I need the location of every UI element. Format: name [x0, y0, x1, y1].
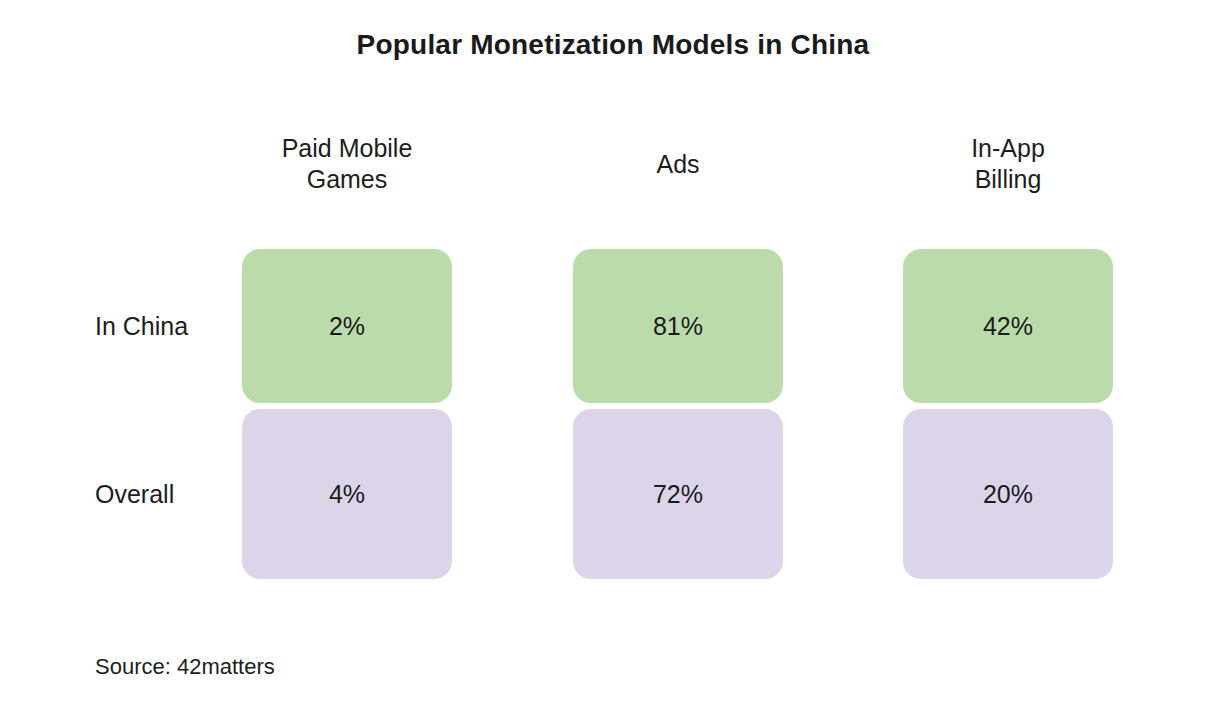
- column-header-ads: Ads: [573, 128, 783, 200]
- row-label-overall: Overall: [95, 409, 245, 579]
- source-caption: Source: 42matters: [95, 654, 275, 680]
- row-label-in-china: In China: [95, 249, 245, 403]
- column-header-in-app-billing: In-App Billing: [903, 128, 1113, 200]
- column-header-paid-mobile-games: Paid Mobile Games: [242, 128, 452, 200]
- chart-title: Popular Monetization Models in China: [0, 29, 1226, 61]
- cell-overall-in-app-billing: 20%: [903, 409, 1113, 579]
- cell-in-china-ads: 81%: [573, 249, 783, 403]
- cell-overall-paid-mobile-games: 4%: [242, 409, 452, 579]
- cell-overall-ads: 72%: [573, 409, 783, 579]
- cell-in-china-in-app-billing: 42%: [903, 249, 1113, 403]
- cell-in-china-paid-mobile-games: 2%: [242, 249, 452, 403]
- chart-canvas: Popular Monetization Models in China Pai…: [0, 0, 1226, 704]
